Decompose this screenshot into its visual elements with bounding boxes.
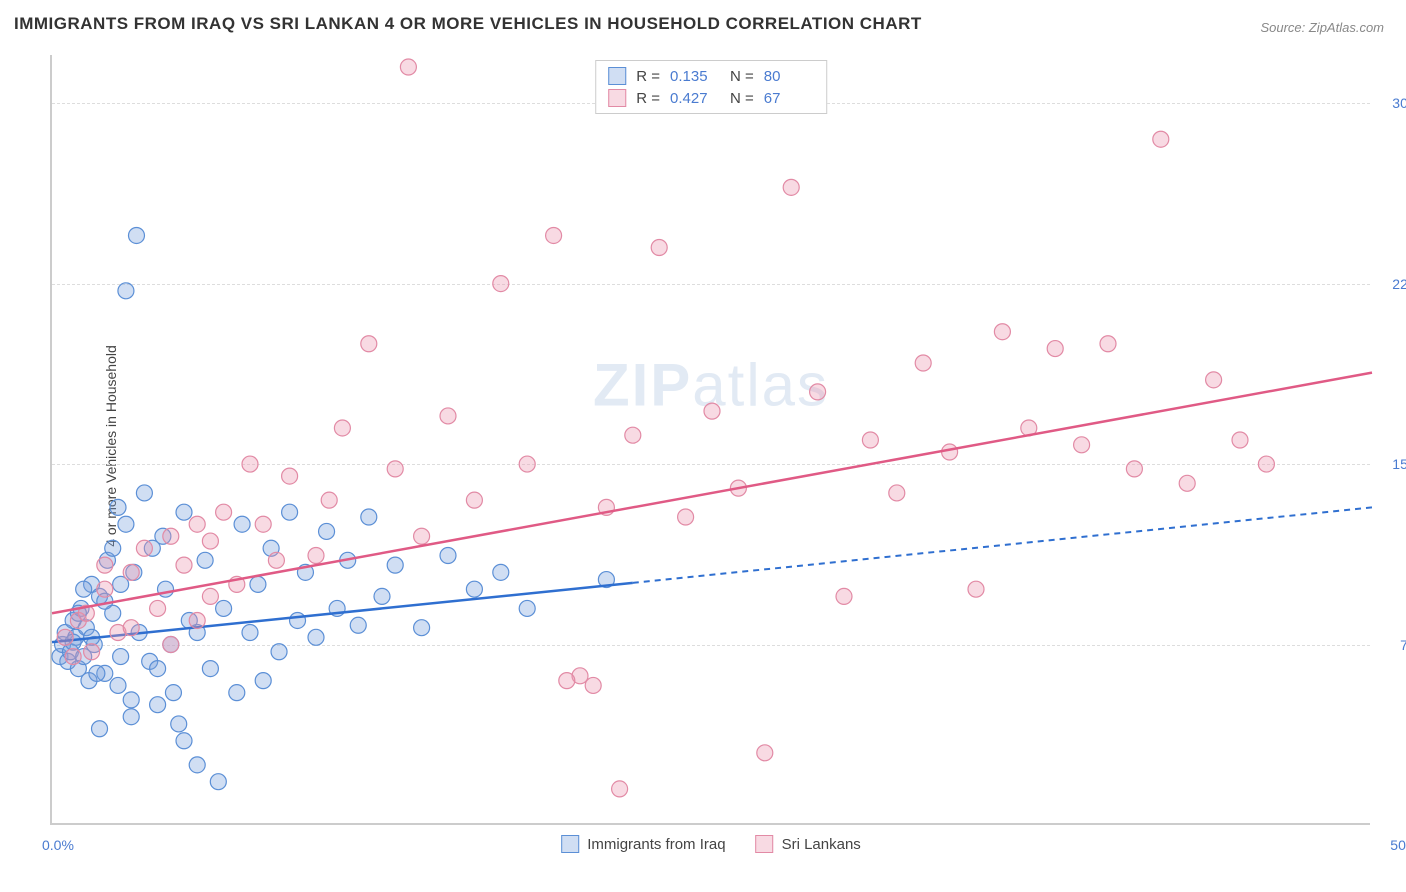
r-label: R = xyxy=(636,68,660,85)
correlation-legend: R = 0.135 N = 80 R = 0.427 N = 67 xyxy=(595,60,827,114)
y-tick-label: 15.0% xyxy=(1392,456,1406,472)
legend-item-iraq: Immigrants from Iraq xyxy=(561,835,725,853)
source-attribution: Source: ZipAtlas.com xyxy=(1260,20,1384,35)
chart-plot-area: ZIPatlas 7.5%15.0%22.5%30.0% R = 0.135 N… xyxy=(50,55,1370,825)
swatch-iraq-icon xyxy=(561,835,579,853)
y-tick-label: 7.5% xyxy=(1400,637,1406,653)
r-value-srilankan: 0.427 xyxy=(670,90,720,107)
legend-label-srilankan: Sri Lankans xyxy=(782,836,861,853)
chart-title: IMMIGRANTS FROM IRAQ VS SRI LANKAN 4 OR … xyxy=(14,14,922,34)
swatch-iraq xyxy=(608,67,626,85)
x-tick-50: 50.0% xyxy=(1390,837,1406,853)
n-label: N = xyxy=(730,68,754,85)
legend-row-srilankan: R = 0.427 N = 67 xyxy=(608,87,814,109)
n-label: N = xyxy=(730,90,754,107)
legend-item-srilankan: Sri Lankans xyxy=(756,835,861,853)
y-tick-label: 30.0% xyxy=(1392,95,1406,111)
r-value-iraq: 0.135 xyxy=(670,68,720,85)
r-label: R = xyxy=(636,90,660,107)
y-tick-label: 22.5% xyxy=(1392,276,1406,292)
legend-row-iraq: R = 0.135 N = 80 xyxy=(608,65,814,87)
scatter-plot-svg xyxy=(52,55,1370,823)
n-value-srilankan: 67 xyxy=(764,90,814,107)
legend-label-iraq: Immigrants from Iraq xyxy=(587,836,725,853)
x-tick-0: 0.0% xyxy=(42,837,74,853)
n-value-iraq: 80 xyxy=(764,68,814,85)
series-legend: Immigrants from Iraq Sri Lankans xyxy=(561,835,861,853)
swatch-srilankan xyxy=(608,89,626,107)
swatch-srilankan-icon xyxy=(756,835,774,853)
